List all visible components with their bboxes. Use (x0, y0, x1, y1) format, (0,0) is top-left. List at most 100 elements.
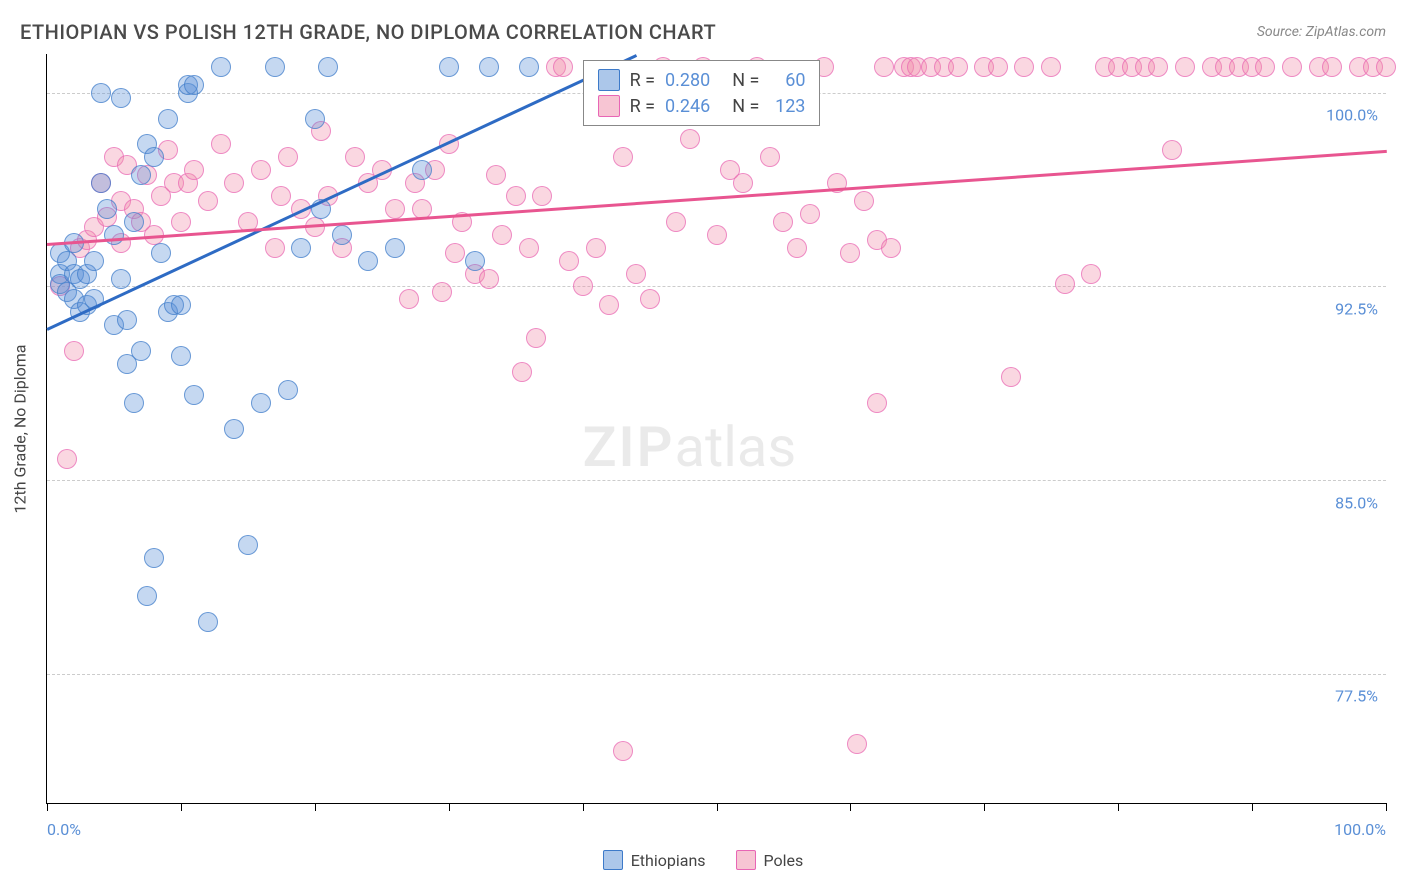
chart-title: ETHIOPIAN VS POLISH 12TH GRADE, NO DIPLO… (20, 20, 716, 44)
scatter-point (1376, 57, 1396, 77)
scatter-point (559, 251, 579, 271)
scatter-point (224, 419, 244, 439)
scatter-point (144, 548, 164, 568)
scatter-point (358, 251, 378, 271)
scatter-point (733, 173, 753, 193)
scatter-point (151, 243, 171, 263)
legend-square-poles (736, 850, 756, 870)
scatter-point (526, 328, 546, 348)
scatter-point (465, 251, 485, 271)
scatter-point (840, 243, 860, 263)
scatter-point (318, 57, 338, 77)
scatter-point (171, 212, 191, 232)
scatter-point (874, 57, 894, 77)
scatter-point (198, 191, 218, 211)
scatter-point (479, 269, 499, 289)
scatter-point (97, 199, 117, 219)
scatter-point (988, 57, 1008, 77)
scatter-point (640, 289, 660, 309)
scatter-point (666, 212, 686, 232)
x-tick-label-max: 100.0% (1334, 820, 1386, 839)
scatter-point (680, 129, 700, 149)
x-tick (717, 803, 718, 811)
stats-n-label: N = (732, 70, 759, 91)
x-tick (181, 803, 182, 811)
x-tick (47, 803, 48, 811)
scatter-point (265, 238, 285, 258)
scatter-point (345, 147, 365, 167)
scatter-point (432, 282, 452, 302)
scatter-point (305, 109, 325, 129)
scatter-point (158, 109, 178, 129)
scatter-point (553, 57, 573, 77)
scatter-point (439, 57, 459, 77)
stats-r-label: R = (630, 70, 655, 91)
scatter-point (224, 173, 244, 193)
x-tick (1252, 803, 1253, 811)
scatter-point (91, 83, 111, 103)
stats-r-value: 0.280 (665, 70, 710, 91)
source-label: Source: ZipAtlas.com (1257, 24, 1386, 40)
scatter-point (144, 147, 164, 167)
scatter-point (171, 346, 191, 366)
scatter-point (486, 165, 506, 185)
scatter-point (1014, 57, 1034, 77)
x-tick (449, 803, 450, 811)
scatter-point (1255, 57, 1275, 77)
scatter-point (773, 212, 793, 232)
scatter-point (84, 251, 104, 271)
stats-n-label: N = (732, 96, 759, 117)
stats-r-value: 0.246 (665, 96, 710, 117)
scatter-point (512, 362, 532, 382)
stats-box: R =0.280N =60R =0.246N =123 (583, 60, 821, 126)
scatter-point (111, 88, 131, 108)
scatter-point (1001, 367, 1021, 387)
x-tick (1386, 803, 1387, 811)
scatter-point (265, 57, 285, 77)
scatter-point (131, 341, 151, 361)
scatter-point (854, 191, 874, 211)
stats-row: R =0.280N =60 (598, 67, 806, 93)
legend-label-poles: Poles (764, 851, 804, 870)
scatter-point (1322, 57, 1342, 77)
legend-label-ethiopians: Ethiopians (631, 851, 706, 870)
gridline (47, 286, 1386, 287)
x-tick (583, 803, 584, 811)
scatter-point (519, 238, 539, 258)
scatter-point (492, 225, 512, 245)
scatter-point (184, 75, 204, 95)
legend-item-poles: Poles (736, 850, 804, 870)
stats-square (598, 69, 620, 91)
gridline (47, 480, 1386, 481)
chart-container: 12th Grade, No Diploma ZIPatlas 77.5%85.… (46, 54, 1386, 804)
scatter-point (586, 238, 606, 258)
y-tick-label: 92.5% (1335, 299, 1378, 318)
scatter-point (171, 295, 191, 315)
scatter-point (332, 225, 352, 245)
scatter-point (278, 380, 298, 400)
scatter-point (124, 212, 144, 232)
scatter-point (104, 225, 124, 245)
scatter-point (1055, 274, 1075, 294)
scatter-point (412, 160, 432, 180)
scatter-point (117, 310, 137, 330)
scatter-point (211, 134, 231, 154)
scatter-point (251, 160, 271, 180)
scatter-point (881, 238, 901, 258)
scatter-point (948, 57, 968, 77)
scatter-point (57, 449, 77, 469)
scatter-point (506, 186, 526, 206)
scatter-point (479, 57, 499, 77)
scatter-point (532, 186, 552, 206)
scatter-point (291, 238, 311, 258)
y-tick-label: 77.5% (1335, 687, 1378, 706)
scatter-point (184, 385, 204, 405)
scatter-point (1175, 57, 1195, 77)
scatter-point (111, 269, 131, 289)
y-axis-label: 12th Grade, No Diploma (11, 345, 30, 514)
scatter-point (613, 147, 633, 167)
scatter-point (1282, 57, 1302, 77)
x-tick (984, 803, 985, 811)
scatter-point (1041, 57, 1061, 77)
x-tick-label-min: 0.0% (47, 820, 81, 839)
